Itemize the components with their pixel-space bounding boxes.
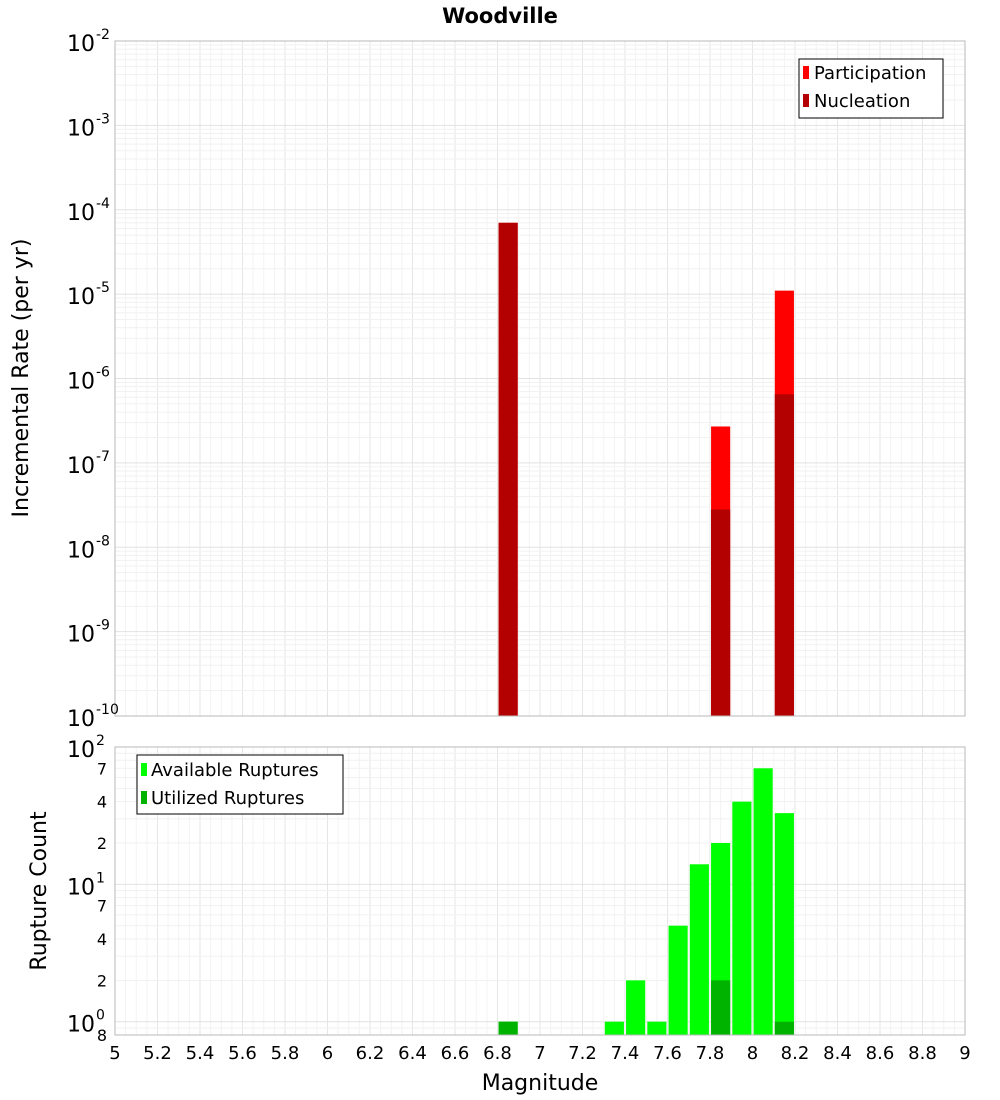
y-tick-base: 10 bbox=[67, 738, 95, 763]
x-tick-label: 6 bbox=[322, 1043, 333, 1064]
x-axis-label: Magnitude bbox=[482, 1071, 599, 1096]
x-tick-label: 7.8 bbox=[696, 1043, 725, 1064]
y-minor-tick-label: 4 bbox=[97, 930, 107, 949]
x-tick-label: 6.4 bbox=[398, 1043, 427, 1064]
y-tick-base: 10 bbox=[67, 538, 95, 563]
y-minor-tick-label: 2 bbox=[97, 971, 107, 990]
bottom-bar-available-ruptures-7.95 bbox=[732, 801, 752, 1035]
bottom-legend-box bbox=[136, 754, 344, 815]
y-tick-exponent: -4 bbox=[96, 196, 110, 212]
bottom-bar-utilized-ruptures-6.85 bbox=[498, 1021, 518, 1035]
legend-label-nucleation: Nucleation bbox=[814, 91, 910, 112]
bottom-bar-available-ruptures-7.75 bbox=[689, 864, 709, 1035]
x-tick-label: 7.4 bbox=[611, 1043, 640, 1064]
legend-swatch-available-ruptures bbox=[141, 763, 147, 776]
x-tick-label: 8.6 bbox=[866, 1043, 895, 1064]
x-tick-label: 8.2 bbox=[781, 1043, 810, 1064]
top-panel-grid bbox=[114, 40, 966, 717]
legend-swatch-utilized-ruptures bbox=[141, 791, 147, 804]
y-tick-base: 10 bbox=[67, 623, 95, 648]
y-minor-tick-label: 2 bbox=[97, 834, 107, 853]
bottom-legend: Available Ruptures Utilized Ruptures bbox=[136, 754, 344, 815]
y-tick-exponent: 0 bbox=[96, 1008, 105, 1024]
y-tick-base: 10 bbox=[67, 285, 95, 310]
top-legend: Participation Nucleation bbox=[798, 58, 944, 119]
y-tick-exponent: -7 bbox=[96, 449, 110, 465]
top-bar-nucleation-6.85 bbox=[498, 222, 518, 716]
y-tick-base: 10 bbox=[67, 1013, 95, 1038]
y-tick-base: 10 bbox=[67, 32, 95, 57]
legend-label-utilized-ruptures: Utilized Ruptures bbox=[151, 788, 304, 809]
top-plot-frame bbox=[114, 40, 966, 717]
bottom-bar-available-ruptures-8.05 bbox=[753, 768, 773, 1035]
bottom-bar-available-ruptures-7.65 bbox=[668, 925, 688, 1035]
x-tick-label: 5.8 bbox=[271, 1043, 300, 1064]
y-tick-exponent: -8 bbox=[96, 533, 110, 549]
bottom-y-axis-label: Rupture Count bbox=[27, 811, 52, 971]
y-tick-base: 10 bbox=[67, 454, 95, 479]
legend-swatch-nucleation bbox=[803, 94, 809, 107]
y-tick-exponent: 1 bbox=[96, 870, 105, 886]
top-legend-box bbox=[798, 58, 944, 119]
x-tick-label: 8.4 bbox=[823, 1043, 852, 1064]
bottom-bar-available-ruptures-7.35 bbox=[604, 1021, 624, 1035]
x-tick-label: 5.2 bbox=[143, 1043, 172, 1064]
y-minor-tick-label: 8 bbox=[97, 1026, 107, 1045]
x-tick-label: 7.6 bbox=[653, 1043, 682, 1064]
x-tick-label: 5.4 bbox=[186, 1043, 215, 1064]
legend-swatch-participation bbox=[803, 66, 809, 79]
y-tick-exponent: -5 bbox=[96, 280, 110, 296]
x-tick-label: 6.8 bbox=[483, 1043, 512, 1064]
y-tick-exponent: -9 bbox=[96, 618, 110, 634]
bottom-bar-available-ruptures-8.15 bbox=[774, 813, 794, 1035]
x-tick-labels: 5 5.2 5.4 5.6 5.8 6 6.2 6.4 6.6 6.8 7 7.2 7.4 7.6 7.8 8… bbox=[109, 1043, 970, 1064]
x-tick-label: 7.2 bbox=[568, 1043, 597, 1064]
x-tick-label: 8 bbox=[747, 1043, 758, 1064]
bottom-panel-bars bbox=[498, 768, 794, 1035]
y-tick-exponent: -10 bbox=[96, 702, 119, 718]
x-tick-label: 8.8 bbox=[908, 1043, 937, 1064]
y-tick-exponent: 2 bbox=[96, 733, 105, 749]
bottom-bar-available-ruptures-7.55 bbox=[647, 1021, 667, 1035]
top-bar-nucleation-8.15 bbox=[774, 394, 794, 716]
y-tick-exponent: -3 bbox=[96, 111, 110, 127]
y-tick-base: 10 bbox=[67, 116, 95, 141]
top-panel-bars bbox=[498, 222, 794, 716]
y-minor-tick-label: 4 bbox=[97, 793, 107, 812]
x-tick-label: 5 bbox=[109, 1043, 120, 1064]
top-y-tick-labels: 10-210-310-410-510-610-710-810-910-10 bbox=[67, 27, 119, 732]
legend-label-available-ruptures: Available Ruptures bbox=[151, 760, 319, 781]
x-tick-label: 5.6 bbox=[228, 1043, 257, 1064]
x-tick-label: 7 bbox=[534, 1043, 545, 1064]
x-tick-label: 6.6 bbox=[441, 1043, 470, 1064]
top-y-axis-label: Incremental Rate (per yr) bbox=[9, 239, 34, 518]
bottom-plot-frame bbox=[114, 746, 966, 1036]
y-tick-base: 10 bbox=[67, 201, 95, 226]
y-tick-base: 10 bbox=[67, 707, 95, 732]
legend-label-participation: Participation bbox=[814, 63, 926, 84]
bottom-bar-utilized-ruptures-7.85 bbox=[711, 980, 731, 1035]
y-tick-base: 10 bbox=[67, 370, 95, 395]
y-tick-exponent: -6 bbox=[96, 365, 110, 381]
y-tick-exponent: -2 bbox=[96, 27, 110, 43]
y-minor-tick-label: 7 bbox=[97, 759, 107, 778]
y-tick-base: 10 bbox=[67, 875, 95, 900]
x-tick-label: 6.2 bbox=[356, 1043, 385, 1064]
y-minor-tick-label: 7 bbox=[97, 897, 107, 916]
top-bar-nucleation-7.85 bbox=[711, 509, 731, 716]
chart-title: Woodville bbox=[442, 4, 558, 28]
x-tick-label: 9 bbox=[959, 1043, 970, 1064]
bottom-bar-utilized-ruptures-8.15 bbox=[774, 1021, 794, 1035]
bottom-bar-available-ruptures-7.45 bbox=[626, 980, 646, 1035]
